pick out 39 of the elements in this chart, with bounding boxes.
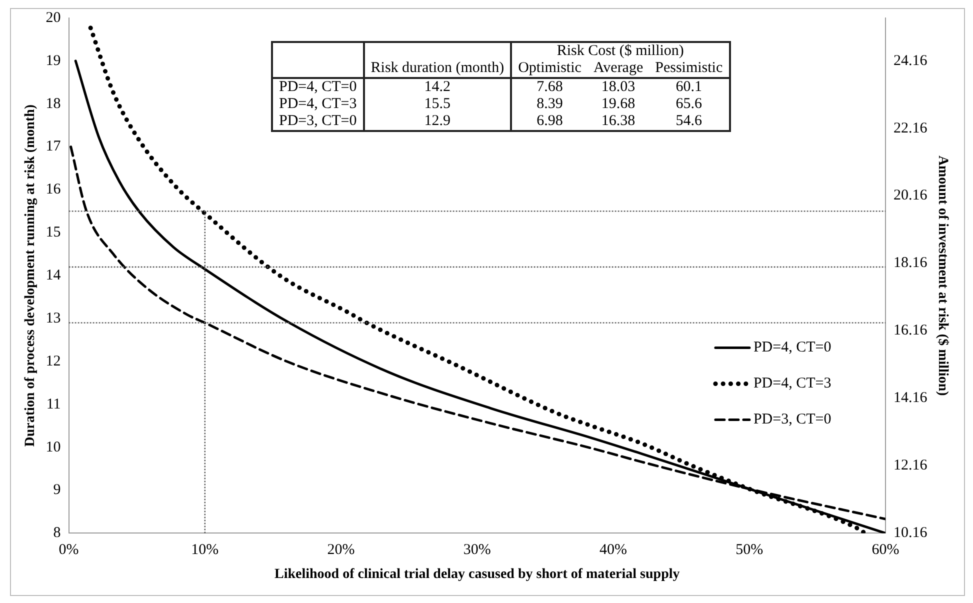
y-tick-label: 18 bbox=[46, 96, 61, 112]
y-axis-title: Duration of process development running at risk (month) bbox=[23, 104, 38, 447]
legend-label: PD=4, CT=3 bbox=[753, 376, 832, 392]
y-tick-label: 8 bbox=[53, 525, 61, 542]
text: PD=4, CT=0 14.2 7.68 18.03 60.1 bbox=[279, 79, 702, 95]
x-tick-label: 50% bbox=[736, 542, 764, 558]
x-axis-title: Likelihood of clinical trial delay casused by short of material supply bbox=[274, 567, 680, 582]
annotation: Risk duration (month) Optimistic Average Pessimistic bbox=[370, 60, 724, 78]
y-tick-label: 14 bbox=[46, 268, 62, 284]
y-tick-label: 20 bbox=[46, 10, 61, 26]
y-tick-label: 15 bbox=[46, 224, 61, 241]
y-tick-label: 10 bbox=[46, 439, 61, 456]
text: PD=4, CT=3 15.5 8.39 19.68 65.6 bbox=[279, 96, 702, 112]
y2-tick-label: 10.16 bbox=[893, 525, 928, 542]
legend-label: PD=4, CT=0 bbox=[753, 340, 832, 356]
y-tick-label: 17 bbox=[46, 138, 62, 155]
y2-tick-label: 12.16 bbox=[893, 458, 928, 474]
y2-axis-title: Amount of investment at risk ($ million) bbox=[934, 155, 950, 396]
x-tick-label: 10% bbox=[191, 542, 219, 558]
text: PD=3, CT=0 12.9 6.98 16.38 54.6 bbox=[279, 113, 702, 129]
x-tick-label: 30% bbox=[463, 542, 491, 558]
y2-tick-label: 14.16 bbox=[893, 390, 928, 406]
y2-tick-label: 24.16 bbox=[893, 52, 928, 69]
x-tick-label: 60% bbox=[872, 542, 900, 558]
y-tick-label: 12 bbox=[46, 353, 61, 370]
x-tick-label: 40% bbox=[599, 542, 627, 558]
legend-label: PD=3, CT=0 bbox=[753, 412, 832, 428]
y-tick-label: 16 bbox=[46, 182, 62, 198]
y2-tick-label: 16.16 bbox=[893, 322, 928, 339]
y2-tick-label: 20.16 bbox=[893, 188, 928, 204]
y2-tick-label: 22.16 bbox=[893, 120, 928, 136]
x-tick-label: 20% bbox=[327, 542, 355, 558]
x-tick-label: 0% bbox=[58, 542, 79, 558]
y2-tick-label: 18.16 bbox=[893, 255, 928, 272]
annotation: Risk Cost ($ million) bbox=[556, 42, 685, 60]
y-tick-label: 13 bbox=[46, 310, 61, 326]
y-tick-label: 19 bbox=[46, 52, 61, 69]
y-tick-label: 9 bbox=[53, 482, 61, 498]
y-tick-label: 11 bbox=[46, 396, 61, 412]
